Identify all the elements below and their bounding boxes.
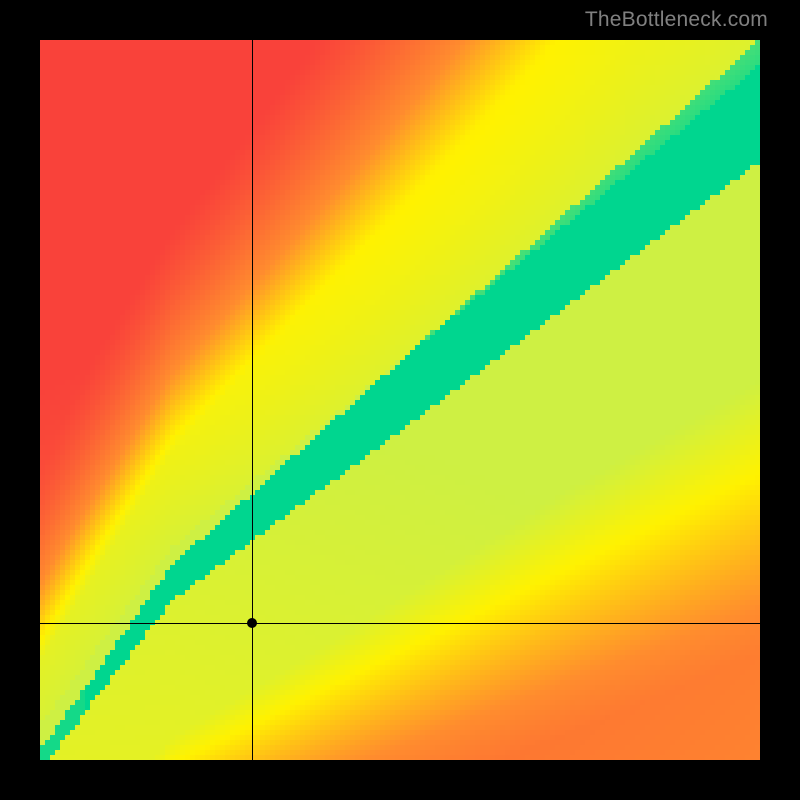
crosshair-horizontal	[40, 623, 760, 624]
heatmap-canvas	[40, 40, 760, 760]
crosshair-vertical	[252, 40, 253, 760]
crosshair-marker-dot	[247, 618, 257, 628]
watermark-text: TheBottleneck.com	[585, 8, 768, 32]
heatmap-plot	[40, 40, 760, 760]
